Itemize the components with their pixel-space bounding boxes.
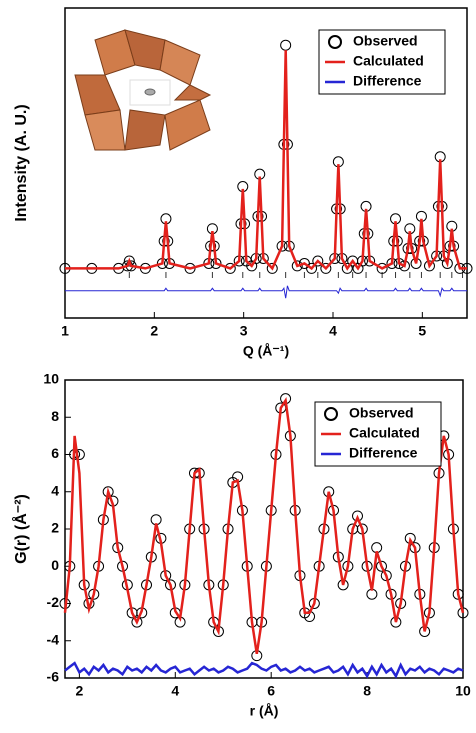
series-line — [65, 50, 467, 271]
crystal-inset — [74, 29, 212, 151]
legend-label: Observed — [353, 33, 418, 49]
observed-point — [306, 262, 318, 274]
x-tick-label: 5 — [418, 323, 426, 339]
y-tick-label: 8 — [51, 408, 59, 424]
y-axis-label: G(r) (Å⁻²) — [11, 494, 30, 564]
x-tick-label: 6 — [267, 683, 275, 699]
legend: Observed Calculated Difference — [318, 29, 446, 95]
observed-point — [123, 255, 135, 267]
x-tick-label: 3 — [240, 323, 248, 339]
y-tick-label: 6 — [51, 445, 59, 461]
observed-point — [131, 616, 143, 628]
observed-point — [341, 262, 353, 274]
legend: Observed Calculated Difference — [314, 401, 442, 467]
legend-marker — [328, 35, 342, 49]
observed-point — [320, 262, 332, 274]
observed-point — [266, 262, 278, 274]
y-tick-label: 4 — [51, 482, 59, 498]
observed-point — [376, 262, 388, 274]
observed-point — [291, 260, 303, 272]
legend-label: Calculated — [349, 425, 420, 441]
observed-point — [312, 255, 324, 267]
x-axis-label: r (Å) — [250, 703, 279, 719]
legend-label: Calculated — [353, 53, 424, 69]
y-axis-label: Intensity (A. U.) — [13, 104, 30, 221]
observed-point — [380, 570, 392, 582]
y-tick-label: -4 — [47, 631, 60, 647]
legend-label: Observed — [349, 405, 414, 421]
observed-point — [224, 262, 236, 274]
x-tick-label: 2 — [150, 323, 158, 339]
legend-label: Difference — [349, 445, 418, 461]
y-tick-label: 2 — [51, 520, 59, 536]
observed-point — [371, 542, 383, 554]
x-tick-label: 4 — [171, 683, 179, 699]
legend-label: Difference — [353, 73, 422, 89]
legend-marker — [324, 407, 338, 421]
observed-point — [280, 39, 292, 51]
x-tick-label: 4 — [329, 323, 337, 339]
x-tick-label: 10 — [455, 683, 471, 699]
y-tick-label: -2 — [47, 594, 60, 610]
x-tick-label: 8 — [363, 683, 371, 699]
observed-point — [375, 560, 387, 572]
series-line — [65, 285, 467, 299]
plot-frame — [64, 7, 468, 319]
series-line — [64, 661, 464, 679]
series-line — [63, 396, 465, 654]
x-tick-label: 1 — [61, 323, 69, 339]
x-axis-label: Q (Å⁻¹) — [243, 343, 289, 359]
y-tick-label: 10 — [43, 371, 59, 387]
y-tick-label: -6 — [47, 669, 60, 685]
y-tick-label: 0 — [51, 557, 59, 573]
x-tick-label: 2 — [75, 683, 83, 699]
